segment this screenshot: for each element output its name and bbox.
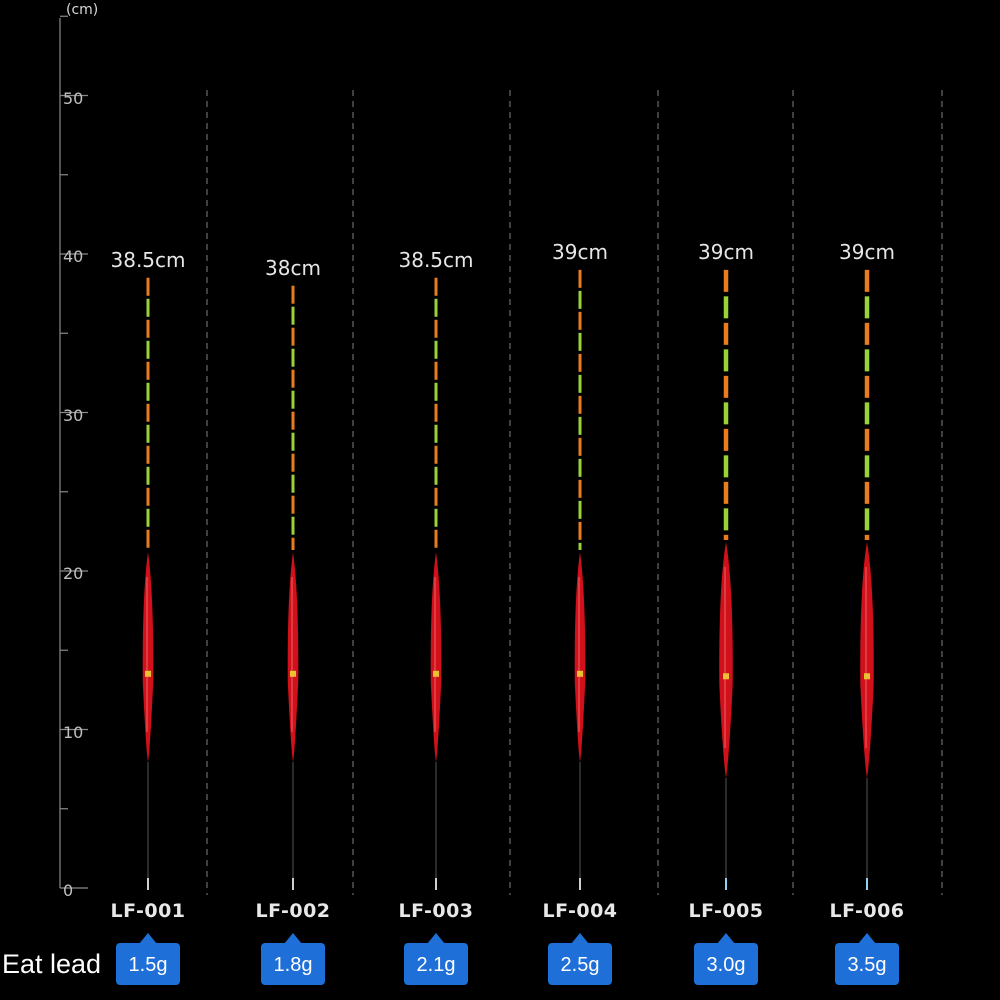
axis-tick-label: 50 [63, 88, 84, 108]
float-body-mark [145, 670, 151, 677]
float-body-mark [290, 670, 296, 677]
float-weight-badge: 1.8g [261, 933, 325, 985]
float-length-label: 38.5cm [110, 247, 186, 272]
float-model-label: LF-003 [398, 900, 474, 922]
float-weight-badge: 3.5g [835, 933, 899, 985]
float-length-label: 38cm [265, 255, 321, 280]
float-weight-badge: 1.5g [116, 933, 180, 985]
float-body-mark [864, 673, 870, 680]
float-body [142, 552, 154, 762]
float-body [430, 552, 442, 762]
axis-tick-label: 30 [63, 405, 84, 425]
float-model-label: LF-004 [542, 900, 618, 922]
axis-unit-label: (cm) [66, 2, 99, 18]
float-model-label: LF-001 [110, 900, 186, 922]
float-weight-badge: 2.5g [548, 933, 612, 985]
axis-tick-label: 0 [63, 881, 74, 900]
float-body-mark [433, 670, 439, 677]
float-length-label: 38.5cm [398, 247, 474, 272]
float-weight-badge: 2.1g [404, 933, 468, 985]
float-body [719, 542, 733, 778]
axis-tick-label: 10 [63, 722, 84, 742]
float-length-label: 39cm [552, 239, 608, 264]
float-body [860, 542, 874, 778]
float-model-label: LF-006 [829, 900, 905, 922]
float-model-label: LF-002 [255, 900, 331, 922]
float-weight-badge: 3.0g [694, 933, 758, 985]
eat-lead-caption: Eat lead [2, 949, 102, 979]
float-length-label: 39cm [839, 239, 895, 264]
float-body [287, 552, 299, 762]
float-body [574, 552, 586, 762]
float-length-label: 39cm [698, 239, 754, 264]
float-body-mark [723, 673, 729, 680]
float-body-mark [577, 670, 583, 677]
float-model-label: LF-005 [688, 900, 764, 922]
axis-tick-label: 40 [63, 247, 84, 266]
axis-tick-label: 20 [63, 564, 84, 583]
